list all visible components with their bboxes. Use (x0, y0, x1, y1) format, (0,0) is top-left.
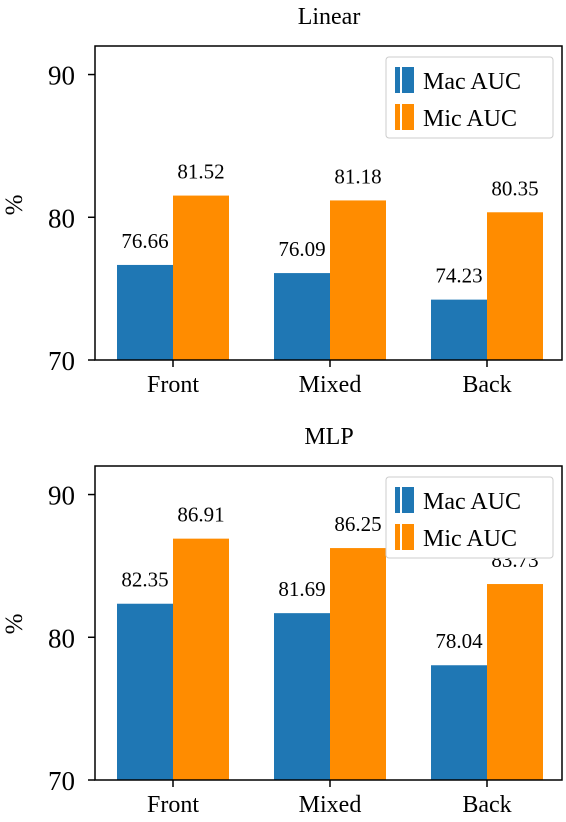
plot-frame (94, 465, 563, 781)
bar-mac-auc-back (431, 665, 487, 780)
y-ticks-group: 70 80 90 (48, 481, 95, 796)
data-label: 86.25 (334, 512, 381, 536)
data-label: 78.04 (435, 629, 483, 653)
legend-box (385, 476, 554, 559)
legend-swatch (402, 104, 414, 130)
x-tick-label: Mixed (299, 792, 362, 818)
bar-mic-auc-mixed (330, 548, 386, 780)
y-axis-label: % (1, 195, 28, 216)
bars-group: 76.66 76.09 74.23 81.52 81.18 80.35 (117, 160, 543, 360)
legend: Mac AUC Mic AUC (385, 56, 554, 139)
plot-frame (94, 45, 563, 361)
x-ticks-group: Front Mixed Back (147, 780, 512, 818)
x-tick-label: Front (147, 792, 199, 818)
bar-mac-auc-front (117, 264, 173, 360)
data-label: 81.18 (334, 164, 381, 188)
legend-box (385, 56, 554, 139)
bar-mac-auc-mixed (274, 273, 330, 360)
legend-label: Mac AUC (423, 489, 521, 515)
legend-swatch (402, 524, 414, 550)
bar-mic-auc-back (487, 584, 543, 780)
legend-swatch (402, 487, 414, 513)
data-label: 81.69 (278, 577, 325, 601)
legend-swatch (402, 67, 414, 93)
legend-label: Mic AUC (423, 526, 517, 552)
legend-label: Mac AUC (423, 69, 521, 95)
data-label: 80.35 (491, 176, 538, 200)
data-label: 76.66 (121, 229, 168, 253)
chart-title: Linear (298, 4, 361, 30)
x-tick-label: Front (147, 372, 199, 398)
y-tick-label: 70 (48, 346, 75, 376)
y-tick-label: 80 (48, 623, 75, 653)
bar-mic-auc-back (487, 212, 543, 360)
x-ticks-group: Front Mixed Back (147, 360, 512, 398)
y-tick-label: 90 (48, 61, 75, 91)
legend-swatch (395, 67, 400, 93)
data-label: 82.35 (121, 568, 168, 592)
legend-label: Mic AUC (423, 106, 517, 132)
y-tick-label: 70 (48, 766, 75, 796)
bar-mic-auc-mixed (330, 200, 386, 360)
bar-mic-auc-front (173, 538, 229, 780)
y-tick-label: 90 (48, 481, 75, 511)
data-label: 76.09 (278, 237, 325, 261)
legend-swatch (395, 104, 400, 130)
data-label: 74.23 (435, 264, 482, 288)
legend: Mac AUC Mic AUC (385, 476, 554, 559)
bar-mac-auc-mixed (274, 613, 330, 780)
x-tick-label: Mixed (299, 372, 362, 398)
legend-swatch (395, 524, 400, 550)
y-axis-label: % (1, 614, 28, 635)
x-tick-label: Back (462, 372, 511, 398)
y-ticks-group: 70 80 90 (48, 61, 95, 376)
x-tick-label: Back (462, 792, 511, 818)
data-label: 86.91 (177, 503, 224, 527)
legend-swatch (395, 487, 400, 513)
bar-mac-auc-front (117, 603, 173, 780)
bar-mac-auc-back (431, 299, 487, 360)
data-label: 81.52 (177, 160, 224, 184)
chart-title: MLP (304, 424, 353, 450)
y-tick-label: 80 (48, 203, 75, 233)
bar-mic-auc-front (173, 195, 229, 360)
